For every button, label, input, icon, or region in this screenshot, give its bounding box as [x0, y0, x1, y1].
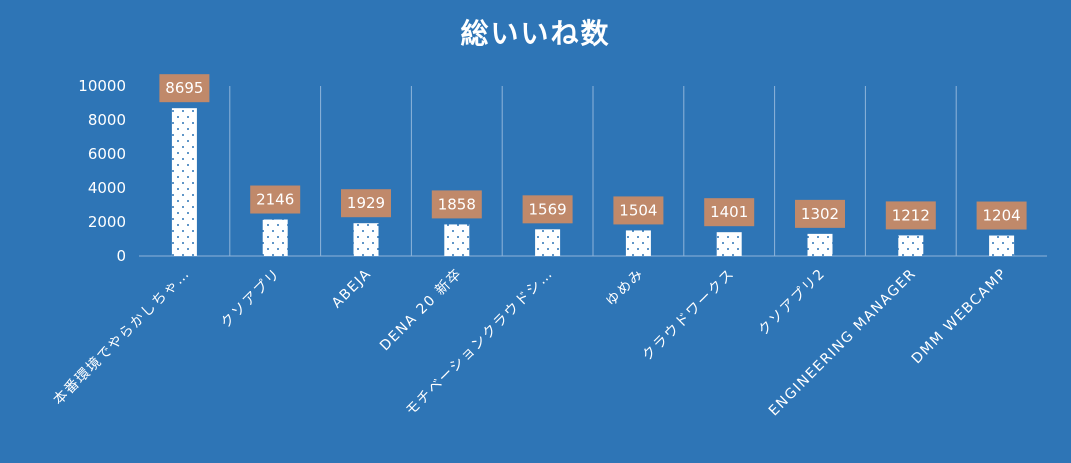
data-labels: 8695 2146 1929 1858 1569 1504 1401 1302 1212 1204	[159, 74, 1027, 230]
bar	[171, 108, 197, 256]
data-label-box	[159, 74, 210, 103]
chart-title: 総いいね数	[460, 17, 611, 50]
y-tick-label: 2000	[88, 213, 126, 231]
data-label: 1504	[613, 196, 664, 225]
data-label-text: 1302	[801, 205, 839, 223]
data-label: 1212	[885, 201, 936, 230]
data-label-box	[341, 189, 391, 218]
data-label-box	[704, 198, 755, 227]
x-tick-label: ABEJA	[329, 266, 375, 312]
data-label-text: 8695	[165, 79, 203, 97]
data-label: 1302	[795, 199, 845, 228]
bar	[262, 219, 288, 256]
data-label-text: 1204	[983, 207, 1021, 225]
bar	[989, 235, 1015, 256]
data-label-text: 1929	[347, 194, 385, 212]
data-label-text: 2146	[256, 191, 294, 209]
data-label-box	[431, 190, 482, 219]
x-axis: 本番環境でやらかしちゃ… クソアプリ ABEJA DENA 20 新卒モチベーションク…	[50, 266, 1010, 420]
bar	[353, 223, 379, 256]
data-label-box	[613, 196, 664, 225]
y-tick-label: 6000	[88, 145, 126, 163]
y-axis: 0 2000 4000 6000 8000 10000	[78, 77, 126, 265]
data-label-box	[885, 201, 936, 230]
gridlines	[139, 86, 1047, 257]
data-label-box	[250, 185, 301, 214]
data-label-text: 1401	[710, 203, 748, 221]
data-label: 1204	[976, 201, 1027, 230]
x-tick-label: クラウドワークス	[639, 266, 738, 365]
x-tick-label: ENGINEERING MANAGER	[766, 266, 920, 420]
bars	[171, 108, 1015, 256]
bar	[807, 233, 833, 256]
data-label: 2146	[250, 185, 301, 214]
data-label-text: 1569	[529, 200, 567, 218]
x-tick-label: DMM WEBCAMP	[909, 266, 1011, 368]
data-label-box	[976, 201, 1027, 230]
x-tick-label: DENA 20 新卒	[377, 266, 466, 355]
bar	[898, 235, 924, 256]
y-tick-label: 0	[116, 247, 126, 265]
data-label-text: 1858	[438, 195, 476, 213]
data-label: 8695	[159, 74, 210, 103]
data-label: 1858	[431, 190, 482, 219]
data-label-text: 1504	[619, 201, 657, 219]
data-label-text: 1212	[892, 206, 930, 224]
x-tick-label: ゆめみ	[603, 266, 647, 310]
data-label-box	[795, 199, 845, 228]
y-tick-label: 4000	[88, 179, 126, 197]
data-label: 1929	[341, 189, 391, 218]
x-tick-label: モチベーションクラウドシ…	[403, 266, 557, 420]
bar	[444, 224, 470, 256]
y-tick-label: 10000	[78, 77, 126, 95]
y-tick-label: 8000	[88, 111, 126, 129]
bar	[625, 230, 651, 256]
x-tick-label: クソアプリ2	[755, 266, 828, 339]
data-label-box	[522, 195, 573, 224]
data-label: 1401	[704, 198, 755, 227]
x-tick-label: 本番環境でやらかしちゃ…	[50, 266, 193, 409]
bar	[535, 229, 561, 256]
bar	[716, 232, 742, 256]
data-label: 1569	[522, 195, 573, 224]
x-tick-label: クソアプリ	[218, 266, 284, 332]
